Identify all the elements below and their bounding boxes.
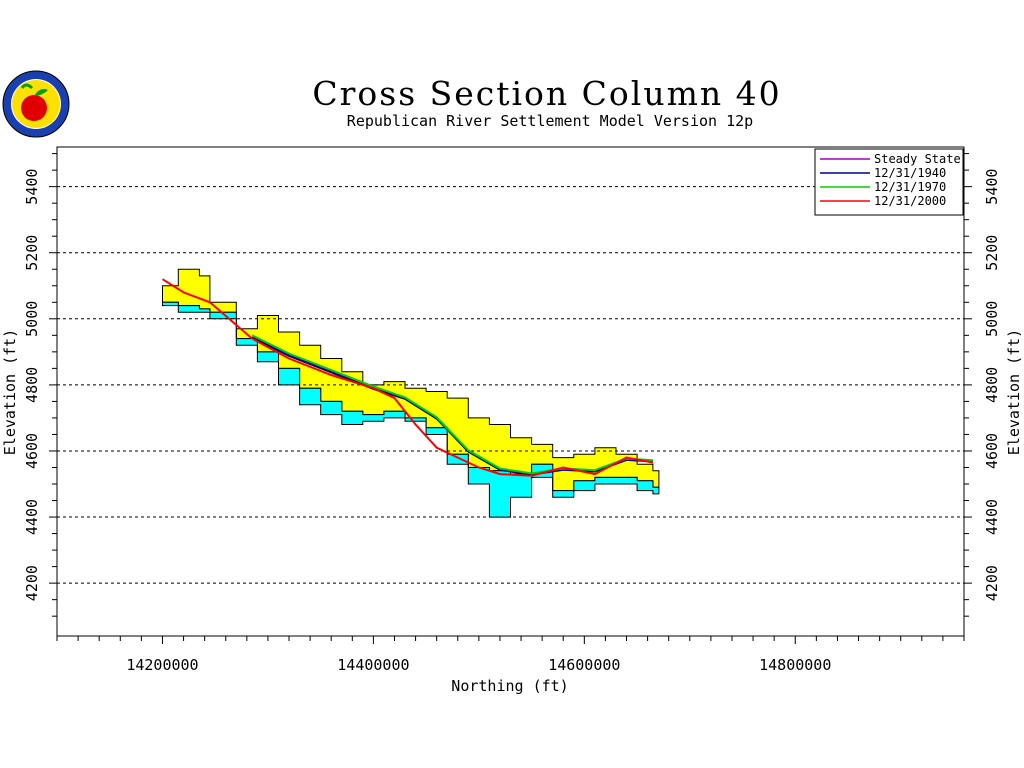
series-line: [161, 278, 654, 477]
y-tick-label-right: 5400: [983, 169, 1001, 205]
y-tick-label-right: 5200: [983, 235, 1001, 271]
y-tick-label-right: 4600: [983, 433, 1001, 469]
y-tick-label-left: 4200: [23, 565, 41, 601]
plot-frame: [56, 146, 965, 637]
band-saturated: [162, 301, 660, 518]
legend-entry: 12/31/2000: [874, 194, 946, 208]
y-tick-label-right: 4800: [983, 367, 1001, 403]
legend: Steady State12/31/194012/31/197012/31/20…: [814, 148, 964, 216]
plot-area: 14200000 14400000 14600000 14800000 4200 4200…: [23, 146, 1001, 674]
y-tick-label-left: 5400: [23, 169, 41, 205]
legend-entry: 12/31/1970: [874, 180, 946, 194]
series-line: [251, 334, 653, 475]
y-tick-label-left: 4400: [23, 499, 41, 535]
y-axis-label-right: Elevation (ft): [1005, 329, 1023, 455]
x-tick-label: 14800000: [759, 656, 831, 674]
band-unsaturated: [162, 268, 660, 492]
y-tick-label-left: 5000: [23, 301, 41, 337]
legend-entry: Steady State: [874, 152, 961, 166]
x-tick-label: 14600000: [548, 656, 620, 674]
legend-entry: 12/31/1940: [874, 166, 946, 180]
y-tick-label-right: 4400: [983, 499, 1001, 535]
y-axis-label-left: Elevation (ft): [1, 329, 19, 455]
x-tick-label: 14200000: [126, 656, 198, 674]
apple-icon: [21, 95, 47, 121]
x-axis-label: Northing (ft): [451, 677, 568, 695]
y-tick-label-right: 4200: [983, 565, 1001, 601]
agency-seal-logo: [2, 70, 70, 138]
y-tick-label-left: 5200: [23, 235, 41, 271]
y-tick-label-right: 5000: [983, 301, 1001, 337]
chart-subtitle: Republican River Settlement Model Versio…: [347, 112, 753, 130]
series-line: [251, 336, 653, 476]
y-tick-label-left: 4600: [23, 433, 41, 469]
x-tick-label: 14400000: [337, 656, 409, 674]
y-tick-label-left: 4800: [23, 367, 41, 403]
legend-box: [814, 148, 964, 216]
chart-title: Cross Section Column 40: [312, 74, 781, 113]
